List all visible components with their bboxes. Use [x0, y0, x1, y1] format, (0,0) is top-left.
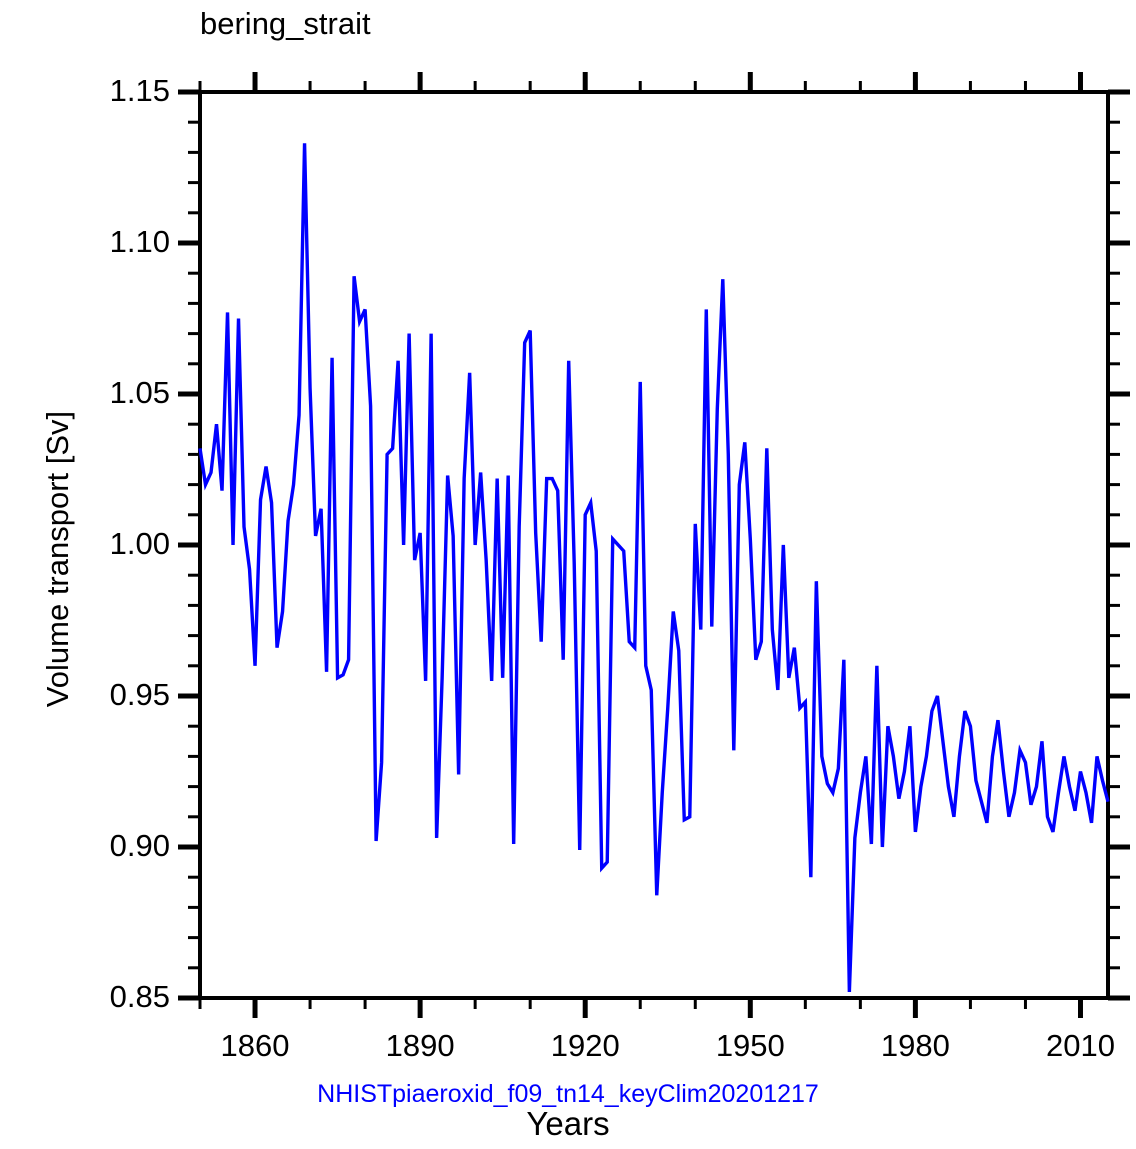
y-tick-label: 0.90: [109, 828, 170, 863]
y-tick-label: 1.00: [109, 526, 170, 561]
x-tick-label: 1950: [715, 1028, 785, 1063]
x-tick-label: 1890: [385, 1028, 455, 1063]
data-series-line-0: [198, 143, 1110, 993]
chart-title: bering_strait: [200, 6, 371, 41]
y-tick-label: 1.10: [109, 224, 170, 259]
case-annotation: NHISTpiaeroxid_f09_tn14_keyClim20201217: [317, 1080, 819, 1108]
y-tick-label: 1.15: [109, 73, 170, 108]
x-tick-label: 1920: [550, 1028, 620, 1063]
y-tick-label: 0.85: [109, 979, 170, 1014]
x-tick-label: 1980: [880, 1028, 950, 1063]
x-axis-label: Years: [526, 1105, 610, 1142]
y-tick-label: 0.95: [109, 677, 170, 712]
y-axis-label: Volume transport [Sv]: [40, 410, 75, 708]
x-tick-label: 2010: [1046, 1028, 1115, 1063]
y-tick-label: 1.05: [109, 375, 170, 410]
x-tick-label: 1860: [220, 1028, 290, 1063]
